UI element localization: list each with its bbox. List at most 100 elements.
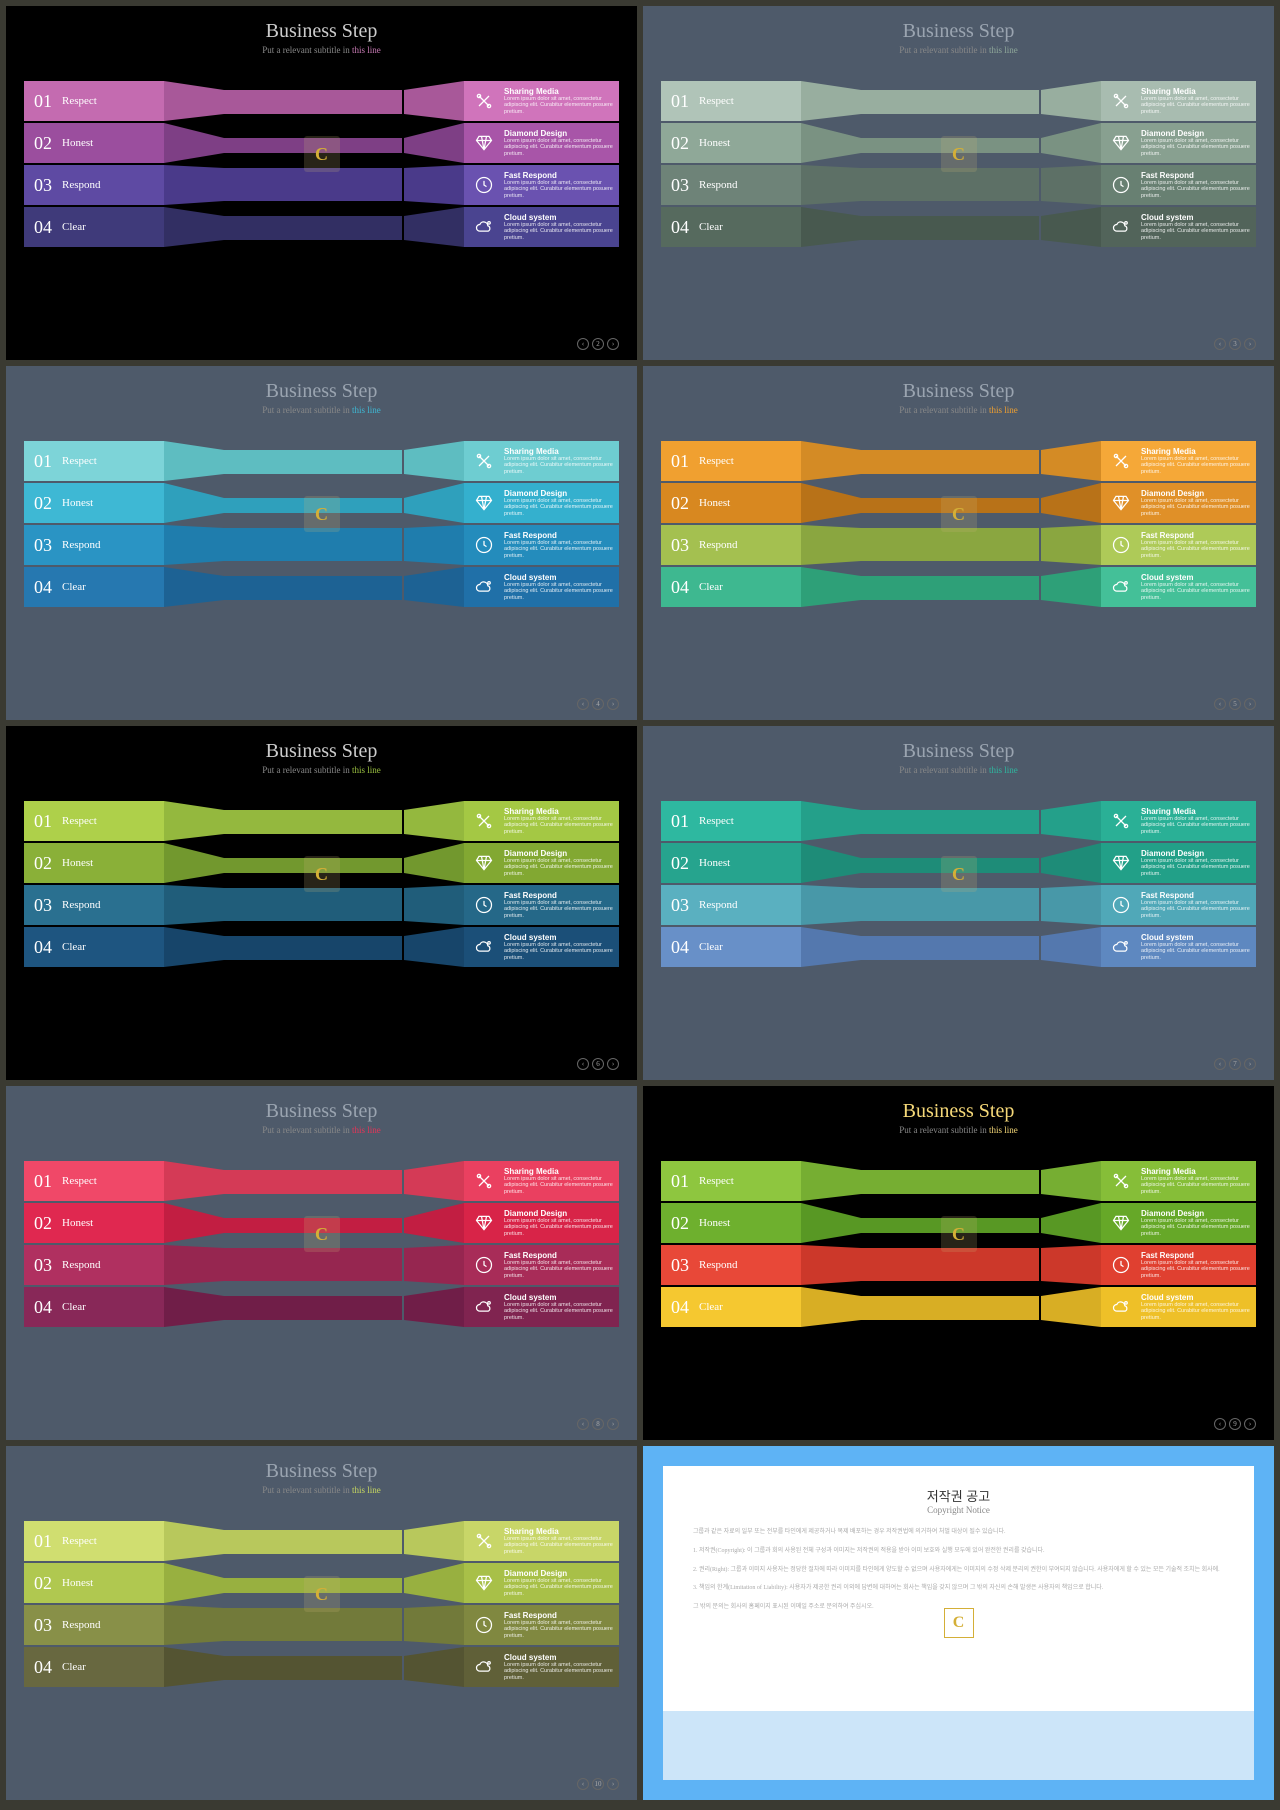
left-step-box: 02Honest [661,483,801,523]
pager-num: 9 [1229,1418,1241,1430]
cloud-icon [470,573,498,601]
right-title: Fast Respond [1141,531,1256,540]
pager-prev[interactable]: ‹ [577,698,589,710]
right-title: Cloud system [1141,573,1256,582]
right-info-box: Sharing MediaLorem ipsum dolor sit amet,… [464,1161,619,1201]
right-desc: Lorem ipsum dolor sit amet, consectetur … [504,96,619,116]
pager-prev[interactable]: ‹ [1214,1058,1226,1070]
tools-icon [470,87,498,115]
right-title: Sharing Media [504,1167,619,1176]
right-info-box: Sharing MediaLorem ipsum dolor sit amet,… [1101,441,1256,481]
step-label: Honest [62,497,93,509]
pager-next[interactable]: › [607,1058,619,1070]
right-text: Fast RespondLorem ipsum dolor sit amet, … [1141,891,1256,920]
right-desc: Lorem ipsum dolor sit amet, consectetur … [504,582,619,602]
pager-prev[interactable]: ‹ [577,1058,589,1070]
right-info-box: Fast RespondLorem ipsum dolor sit amet, … [1101,885,1256,925]
left-connector [164,801,226,848]
step-label: Honest [699,497,730,509]
left-step-box: 01Respect [661,1161,801,1201]
left-step-box: 02Honest [661,1203,801,1243]
right-connector [402,1647,464,1694]
pager-next[interactable]: › [607,1418,619,1430]
notice-title: 저작권 공고 [693,1486,1224,1505]
pager-prev[interactable]: ‹ [1214,1418,1226,1430]
pager-next[interactable]: › [607,698,619,710]
step-number: 02 [671,853,689,874]
left-step-box: 02Honest [661,843,801,883]
right-desc: Lorem ipsum dolor sit amet, consectetur … [504,456,619,476]
right-text: Sharing MediaLorem ipsum dolor sit amet,… [1141,447,1256,476]
step-number: 01 [671,91,689,112]
pager-next[interactable]: › [1244,698,1256,710]
right-title: Cloud system [504,213,619,222]
right-connector [1039,81,1101,128]
pager-next[interactable]: › [1244,338,1256,350]
right-info-box: Diamond DesignLorem ipsum dolor sit amet… [464,483,619,523]
left-step-box: 04Clear [24,1287,164,1327]
mid-band [224,1530,402,1554]
right-desc: Lorem ipsum dolor sit amet, consectetur … [504,1260,619,1280]
right-desc: Lorem ipsum dolor sit amet, consectetur … [504,900,619,920]
right-connector [1039,885,1101,932]
right-info-box: Fast RespondLorem ipsum dolor sit amet, … [464,885,619,925]
right-title: Diamond Design [504,489,619,498]
right-title: Sharing Media [504,1527,619,1536]
left-connector [164,81,226,128]
pager-prev[interactable]: ‹ [577,1418,589,1430]
step-number: 03 [34,1255,52,1276]
step-label: Respond [62,1259,101,1271]
left-step-box: 04Clear [24,207,164,247]
right-title: Cloud system [504,573,619,582]
left-step-box: 04Clear [24,567,164,607]
right-connector [402,165,464,212]
pager-prev[interactable]: ‹ [577,1778,589,1790]
right-title: Diamond Design [504,1209,619,1218]
left-connector [801,165,863,212]
pager: ‹6› [577,1058,619,1070]
right-text: Cloud systemLorem ipsum dolor sit amet, … [1141,573,1256,602]
right-info-box: Diamond DesignLorem ipsum dolor sit amet… [1101,843,1256,883]
right-desc: Lorem ipsum dolor sit amet, consectetur … [1141,1218,1256,1238]
right-connector [1039,1245,1101,1292]
left-connector [164,1203,226,1250]
left-step-box: 03Respond [661,1245,801,1285]
left-connector [801,801,863,848]
mid-band [224,168,402,201]
right-connector [1039,483,1101,530]
pager-prev[interactable]: ‹ [577,338,589,350]
right-desc: Lorem ipsum dolor sit amet, consectetur … [1141,498,1256,518]
step-label: Honest [699,1217,730,1229]
pager-next[interactable]: › [607,1778,619,1790]
pager-prev[interactable]: ‹ [1214,338,1226,350]
right-title: Diamond Design [1141,1209,1256,1218]
pager-next[interactable]: › [1244,1418,1256,1430]
right-title: Diamond Design [1141,129,1256,138]
right-text: Fast RespondLorem ipsum dolor sit amet, … [1141,531,1256,560]
right-info-box: Sharing MediaLorem ipsum dolor sit amet,… [464,801,619,841]
right-connector [402,1521,464,1568]
pager-next[interactable]: › [607,338,619,350]
right-info-box: Sharing MediaLorem ipsum dolor sit amet,… [1101,801,1256,841]
step-row: 04ClearCloud systemLorem ipsum dolor sit… [643,567,1274,609]
step-number: 03 [671,895,689,916]
right-info-box: Diamond DesignLorem ipsum dolor sit amet… [1101,123,1256,163]
pager-prev[interactable]: ‹ [1214,698,1226,710]
left-connector [801,927,863,974]
right-text: Diamond DesignLorem ipsum dolor sit amet… [1141,489,1256,518]
left-connector [801,1161,863,1208]
left-step-box: 04Clear [24,1647,164,1687]
pager-next[interactable]: › [1244,1058,1256,1070]
pager: ‹10› [577,1778,619,1790]
right-connector [402,483,464,530]
right-title: Cloud system [1141,213,1256,222]
step-label: Clear [699,581,723,593]
diamond-icon [1107,1209,1135,1237]
slide-title: Business Step [643,726,1274,763]
step-label: Respect [62,455,97,467]
left-step-box: 01Respect [24,441,164,481]
step-number: 01 [671,451,689,472]
step-number: 03 [34,535,52,556]
slide-subtitle: Put a relevant subtitle in this line [6,1485,637,1495]
right-info-box: Diamond DesignLorem ipsum dolor sit amet… [464,843,619,883]
